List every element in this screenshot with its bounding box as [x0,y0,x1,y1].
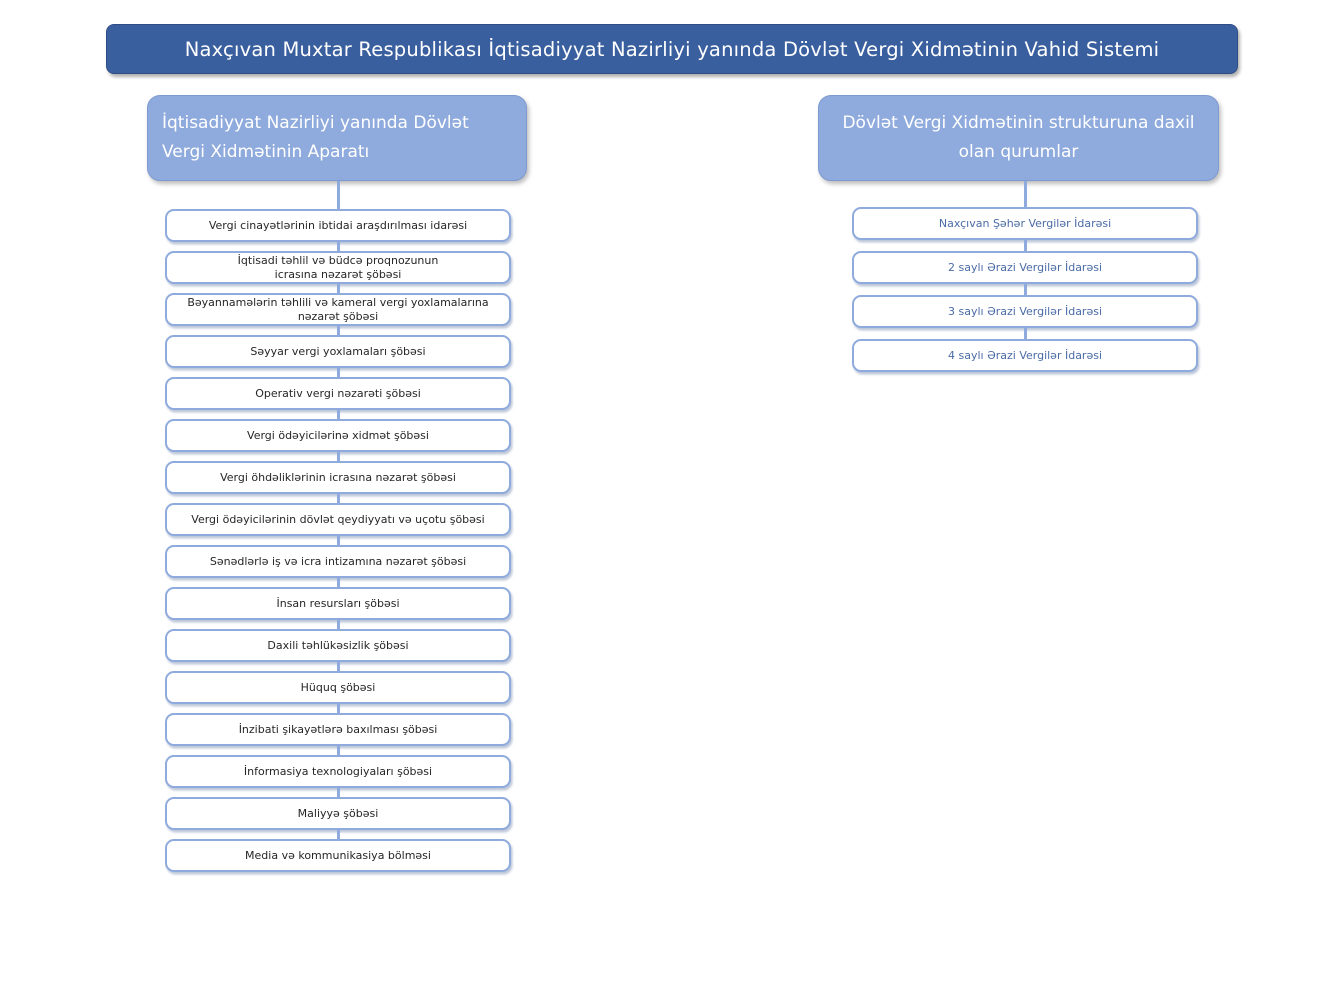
dept-label: Vergi öhdəliklərinin icrasına nəzarət şö… [220,470,456,484]
dept-box: Vergi öhdəliklərinin icrasına nəzarət şö… [165,461,511,494]
unit-box: 2 saylı Ərazi Vergilər İdarəsi [852,251,1198,284]
dept-box: Bəyannamələrin təhlili və kameral vergi … [165,293,511,326]
connector-line [336,788,340,797]
connector-line [336,620,340,629]
dept-label: Bəyannamələrin təhlili və kameral vergi … [187,295,489,323]
dept-box: İqtisadi təhlil və büdcə proqnozunun icr… [165,251,511,284]
dept-label: İnsan resursları şöbəsi [276,596,400,610]
dept-label: Hüquq şöbəsi [300,680,376,694]
right-unit-column: Naxçıvan Şəhər Vergilər İdarəsi 2 saylı … [852,181,1198,372]
dept-box: İnformasiya texnologiyaları şöbəsi [165,755,511,788]
right-column-header: Dövlət Vergi Xidmətinin strukturuna daxi… [818,95,1219,181]
dept-box: İnsan resursları şöbəsi [165,587,511,620]
connector-line [1023,284,1027,295]
dept-box: Media və kommunikasiya bölməsi [165,839,511,872]
connector-line [1023,181,1027,207]
dept-box: Vergi ödəyicilərinin dövlət qeydiyyatı v… [165,503,511,536]
dept-box: Vergi ödəyicilərinə xidmət şöbəsi [165,419,511,452]
connector-line [336,830,340,839]
connector-line [336,578,340,587]
connector-line [336,242,340,251]
dept-label: Vergi ödəyicilərinə xidmət şöbəsi [247,428,429,442]
connector-line [336,662,340,671]
dept-label: Operativ vergi nəzarəti şöbəsi [255,386,421,400]
connector-line [336,410,340,419]
dept-box: Hüquq şöbəsi [165,671,511,704]
dept-label: Vergi cinayətlərinin ibtidai araşdırılma… [208,218,468,232]
dept-box: İnzibati şikayətlərə baxılması şöbəsi [165,713,511,746]
dept-label: İqtisadi təhlil və büdcə proqnozunun icr… [237,253,439,281]
dept-label: Media və kommunikasiya bölməsi [245,848,431,862]
dept-label: İnzibati şikayətlərə baxılması şöbəsi [238,722,438,736]
unit-box: Naxçıvan Şəhər Vergilər İdarəsi [852,207,1198,240]
dept-box: Vergi cinayətlərinin ibtidai araşdırılma… [165,209,511,242]
dept-label: Vergi ödəyicilərinin dövlət qeydiyyatı v… [191,512,485,526]
connector-line [336,704,340,713]
dept-label: Səyyar vergi yoxlamaları şöbəsi [250,344,426,358]
page-title: Naxçıvan Muxtar Respublikası İqtisadiyya… [106,24,1238,74]
connector-line [336,452,340,461]
unit-label: 2 saylı Ərazi Vergilər İdarəsi [947,260,1103,274]
dept-box: Səyyar vergi yoxlamaları şöbəsi [165,335,511,368]
dept-box: Daxili təhlükəsizlik şöbəsi [165,629,511,662]
dept-box: Sənədlərlə iş və icra intizamına nəzarət… [165,545,511,578]
connector-line [1023,240,1027,251]
dept-label: Maliyyə şöbəsi [297,806,379,820]
left-column-header: İqtisadiyyat Nazirliyi yanında Dövlət Ve… [147,95,527,181]
dept-label: Daxili təhlükəsizlik şöbəsi [267,638,409,652]
unit-label: 3 saylı Ərazi Vergilər İdarəsi [947,304,1103,318]
connector-line [336,326,340,335]
dept-box: Maliyyə şöbəsi [165,797,511,830]
connector-line [336,746,340,755]
unit-box: 3 saylı Ərazi Vergilər İdarəsi [852,295,1198,328]
connector-line [336,181,340,209]
connector-line [336,368,340,377]
connector-line [336,284,340,293]
unit-label: 4 saylı Ərazi Vergilər İdarəsi [947,348,1103,362]
dept-label: Sənədlərlə iş və icra intizamına nəzarət… [209,554,467,568]
unit-box: 4 saylı Ərazi Vergilər İdarəsi [852,339,1198,372]
connector-line [336,536,340,545]
dept-label: İnformasiya texnologiyaları şöbəsi [243,764,433,778]
unit-label: Naxçıvan Şəhər Vergilər İdarəsi [938,216,1112,230]
connector-line [1023,328,1027,339]
connector-line [336,494,340,503]
left-department-column: Vergi cinayətlərinin ibtidai araşdırılma… [165,181,511,872]
dept-box: Operativ vergi nəzarəti şöbəsi [165,377,511,410]
